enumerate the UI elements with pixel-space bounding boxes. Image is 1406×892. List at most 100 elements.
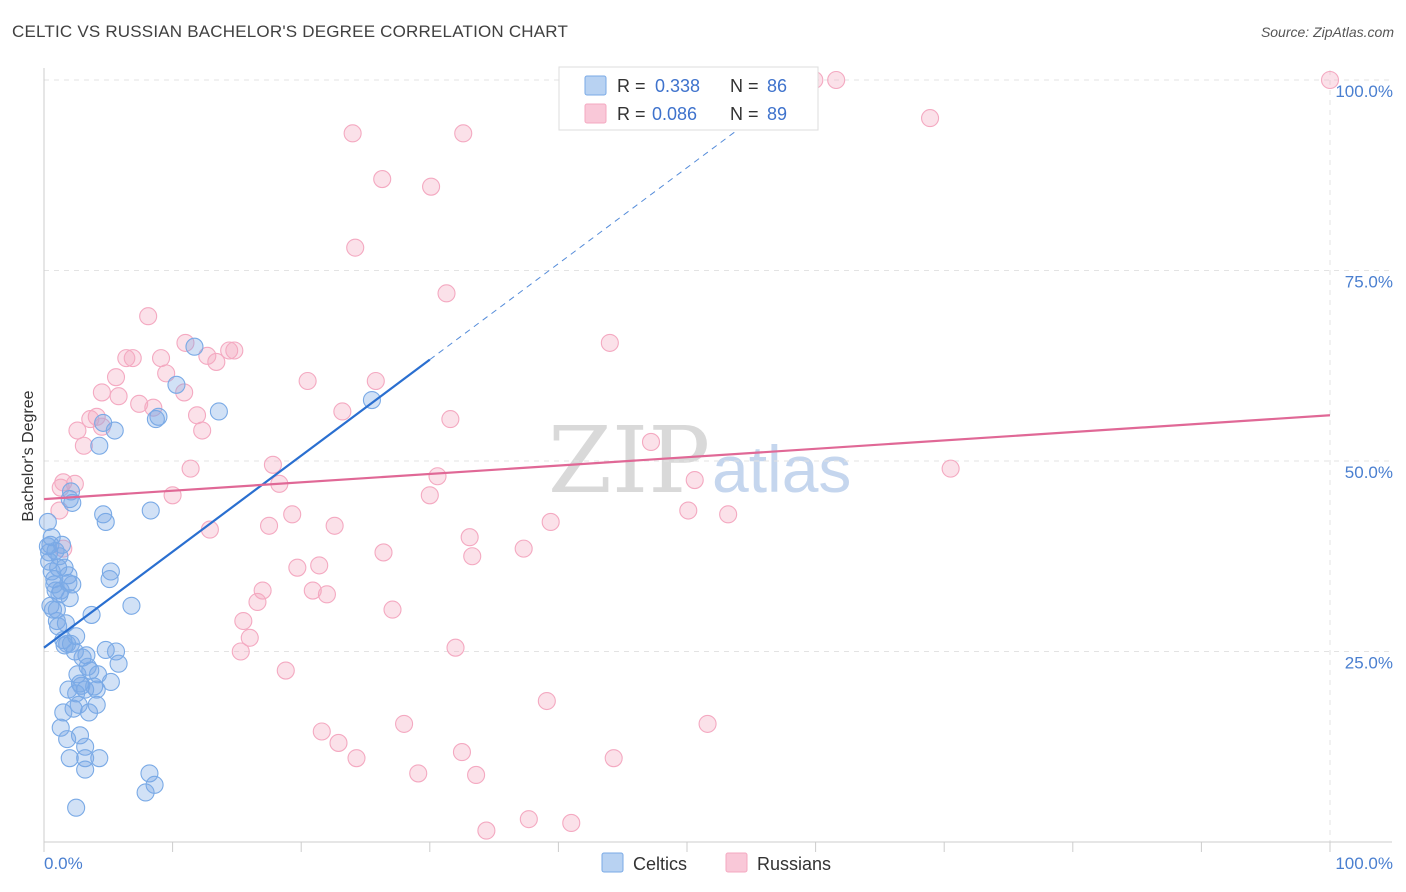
russians-point [454,124,473,143]
celtics-point [122,596,141,615]
celtics-point [59,573,78,592]
celtics-point [94,505,113,524]
legend-r-label-celtics: R = [617,76,646,96]
russians-point [921,109,940,128]
y-tick-label-100: 100.0% [1335,82,1393,101]
celtics-point [54,703,73,722]
trend-line-celtics-extrapolated [429,119,752,361]
celtics-point [40,552,59,571]
y-axis-label: Bachelor's Degree [20,390,37,521]
celtics-point [140,764,159,783]
russians-point [187,406,207,425]
bottom-legend-swatch-russians [725,852,748,873]
celtics-point [146,410,165,429]
russians-point [641,432,661,452]
celtics-point [87,695,106,714]
russians-point [537,691,556,711]
x-tick-label-max: 100.0% [1335,854,1393,873]
celtics-point [49,617,68,636]
y-tick-label-50: 50.0% [1345,463,1393,482]
russians-point [283,505,302,524]
celtics-point [42,528,61,547]
russians-point [519,810,538,829]
celtics-point [45,575,64,594]
russians-point [144,398,163,417]
source-label: Source: ZipAtlas.com [1260,24,1394,40]
russians-point [420,486,439,505]
russians-point [157,364,176,383]
russians-point [452,743,472,762]
celtics-point [82,605,101,624]
legend-n-value-celtics: 86 [767,76,787,96]
celtics-point [90,749,109,768]
celtics-point [209,402,228,421]
russians-point [477,821,496,840]
russians-point [68,421,87,440]
celtics-point [73,648,92,667]
celtics-point [136,783,155,802]
russians-point [109,387,128,406]
legend-r-value-celtics: 0.338 [655,76,700,96]
celtics-point [94,413,113,432]
celtics-point [38,537,57,556]
russians-point [514,539,533,558]
russians-point [298,371,317,391]
trend-line-celtics [43,358,431,649]
russians-point [176,333,195,352]
russians-point [428,467,447,486]
russians-point [54,473,73,492]
russians-point [1320,70,1340,90]
russians-point [74,436,93,455]
russians-point [312,722,331,741]
legend-r-label-russians: R = [617,104,646,124]
russians-point [248,592,267,612]
russians-point [231,642,250,661]
russians-point [193,421,212,440]
bottom-legend-label-celtics: Celtics [633,854,687,874]
legend-swatch-russians [584,103,607,124]
legend-n-value-russians: 89 [767,104,787,124]
legend-swatch-celtics [584,75,607,96]
celtics-point [149,407,168,426]
russians-point [941,459,960,478]
chart-title: CELTIC VS RUSSIAN BACHELOR'S DEGREE CORR… [12,22,569,41]
celtics-point [362,390,381,410]
russians-point [346,238,365,257]
russians-point [395,714,414,733]
watermark-atlas: atlas [712,432,851,506]
legend: R = 0.338 N = 86 R = 0.086 N = 89 [558,66,819,131]
russians-point [276,661,295,680]
russians-point [207,352,226,371]
russians-point [263,455,282,474]
bottom-legend-swatch-celtics [601,852,624,873]
russians-point [240,628,259,647]
celtics-point [63,493,82,512]
russians-point [225,341,244,360]
celtics-point [85,677,104,696]
russians-point [685,470,704,490]
russians-point [151,349,171,368]
y-tick-label-75: 75.0% [1345,273,1393,292]
russians-point [106,368,126,387]
russians-point [259,516,279,535]
russians-point [463,547,482,566]
celtics-point [76,760,95,779]
russians-point [317,585,336,604]
celtics-point [90,436,109,455]
celtics-point [79,703,99,722]
trend-lines [43,119,1331,649]
russians-point [117,349,136,368]
russians-point [562,813,581,833]
russians-point [460,528,479,547]
x-tick-label-min: 0.0% [44,854,83,873]
russians-point [253,581,272,600]
trend-line-russians [43,414,1331,501]
celtics-point [141,501,160,520]
russians-point [827,70,846,90]
russians-point [220,341,239,360]
celtics-point [43,600,63,619]
russians-point [123,349,142,368]
celtics-point [100,570,119,589]
russians-point [288,558,307,577]
